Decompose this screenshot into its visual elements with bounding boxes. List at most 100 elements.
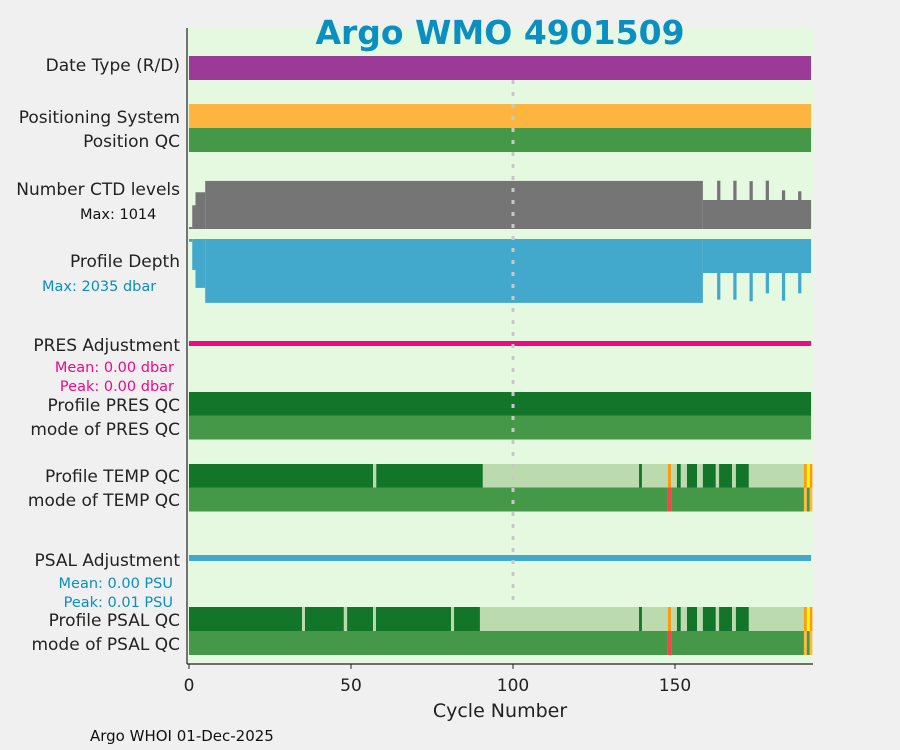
psal-qc-segment <box>302 607 305 631</box>
chart-title: Argo WMO 4901509 <box>315 13 684 52</box>
psal-qc-segment <box>809 607 813 631</box>
psal-qc-segment <box>680 607 687 631</box>
label-mode-temp-qc: mode of TEMP QC <box>28 491 180 511</box>
x-tick-label: 0 <box>184 676 195 696</box>
psal-mode-segment <box>189 631 668 655</box>
x-tick-label: 150 <box>659 676 691 696</box>
psal-qc-segment <box>375 607 452 631</box>
temp-qc-segment <box>667 464 672 488</box>
temp-qc-segment <box>702 464 716 488</box>
temp-qc-segment <box>803 464 807 488</box>
psal-qc-segment <box>732 607 736 631</box>
temp-mode-segment <box>806 487 810 512</box>
temp-qc-segment <box>373 464 377 488</box>
psal-qc-segment <box>373 607 376 631</box>
profile-depth-bar <box>749 239 753 302</box>
psal-qc-segment <box>719 607 733 631</box>
psal-qc-segment <box>639 607 642 631</box>
temp-qc-segment <box>715 464 720 488</box>
label-profile-psal-qc: Profile PSAL QC <box>49 611 180 631</box>
x-ticks: 0 50 100 150 <box>184 664 691 696</box>
psal-qc-segment <box>479 607 640 631</box>
profile-depth-bar <box>765 239 769 294</box>
psal-qc-segment <box>347 607 374 631</box>
label-psal-adjustment: PSAL Adjustment <box>35 551 181 571</box>
temp-mode-segment <box>803 487 807 512</box>
chart-marks <box>189 56 813 655</box>
temp-qc-segment <box>676 464 681 488</box>
note-pres-mean: Mean: 0.00 dbar <box>55 360 174 376</box>
psal-qc-segment <box>735 607 749 631</box>
x-tick-label: 100 <box>497 676 529 696</box>
psal-qc-segment <box>641 607 668 631</box>
psal-qc-segment <box>686 607 698 631</box>
date-type-segment <box>189 56 812 80</box>
temp-qc-segment <box>735 464 749 488</box>
psal-qc-segment <box>715 607 720 631</box>
ctd-levels-bar <box>733 180 737 229</box>
profile-depth-bar <box>205 239 703 303</box>
note-psal-peak: Peak: 0.01 PSU <box>64 595 173 611</box>
temp-qc-segment <box>641 464 668 488</box>
positioning-segment <box>189 104 812 128</box>
temp-qc-segment <box>680 464 687 488</box>
psal-qc-segment <box>697 607 703 631</box>
psal-mode-segment <box>806 631 810 655</box>
temp-qc-segment <box>697 464 703 488</box>
psal-mode-segment <box>809 631 813 655</box>
label-mode-psal-qc: mode of PSAL QC <box>31 635 180 655</box>
ctd-levels-bar <box>192 205 196 229</box>
ctd-levels-bar <box>195 192 206 229</box>
temp-mode-segment <box>671 487 804 512</box>
psal-qc-segment <box>803 607 807 631</box>
psal-qc-segment <box>748 607 804 631</box>
temp-qc-segment <box>719 464 733 488</box>
temp-qc-segment <box>376 464 483 488</box>
label-positioning-system: Positioning System <box>19 108 180 128</box>
psal-qc-segment <box>304 607 344 631</box>
psal-mode-segment <box>803 631 807 655</box>
psal-mode-segment <box>671 631 804 655</box>
profile-depth-bar <box>717 239 721 300</box>
note-psal-mean: Mean: 0.00 PSU <box>59 576 173 592</box>
psal-qc-segment <box>189 607 303 631</box>
ctd-levels-bar <box>765 180 769 229</box>
ctd-levels-bar <box>189 227 193 229</box>
psal-qc-segment <box>667 607 672 631</box>
ctd-levels-bar <box>749 181 753 229</box>
psal-qc-segment <box>343 607 348 631</box>
profile-depth-bar <box>189 239 193 242</box>
profile-depth-bar <box>781 239 786 301</box>
position-qc-segment <box>189 128 812 152</box>
pres-adjustment-line <box>189 341 812 346</box>
note-depth-max: Max: 2035 dbar <box>42 279 156 295</box>
psal-qc-segment <box>676 607 681 631</box>
label-profile-temp-qc: Profile TEMP QC <box>45 467 180 487</box>
label-date-type: Date Type (R/D) <box>46 56 180 76</box>
profile-depth-bar <box>192 239 196 270</box>
temp-qc-segment <box>732 464 736 488</box>
profile-depth-bar <box>702 239 812 274</box>
psal-qc-segment <box>454 607 480 631</box>
temp-qc-segment <box>482 464 640 488</box>
temp-qc-segment <box>639 464 642 488</box>
psal-qc-segment <box>671 607 677 631</box>
label-mode-pres-qc: mode of PRES QC <box>30 420 180 440</box>
ctd-levels-bar <box>781 190 786 229</box>
footer-credit: Argo WHOI 01-Dec-2025 <box>90 727 274 745</box>
profile-depth-bar <box>733 239 737 300</box>
temp-mode-segment <box>809 487 813 512</box>
profile-depth-bar <box>195 239 206 288</box>
ctd-levels-bar <box>702 200 812 229</box>
note-ctd-max: Max: 1014 <box>80 207 156 223</box>
label-position-qc: Position QC <box>83 132 180 152</box>
note-pres-peak: Peak: 0.00 dbar <box>60 379 174 395</box>
temp-mode-segment <box>667 487 672 512</box>
ctd-levels-bar <box>205 180 703 229</box>
psal-adjustment-line <box>189 555 812 561</box>
profile-depth-bar <box>798 239 802 294</box>
psal-qc-segment <box>451 607 455 631</box>
row-notes: Max: 1014 Max: 2035 dbar Mean: 0.00 dbar… <box>42 207 174 611</box>
psal-qc-segment <box>806 607 810 631</box>
